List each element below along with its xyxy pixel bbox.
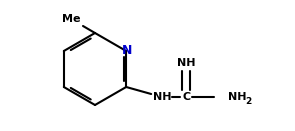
- Text: NH: NH: [228, 92, 247, 102]
- Text: NH: NH: [153, 92, 171, 102]
- Text: C: C: [182, 92, 190, 102]
- Text: 2: 2: [245, 97, 251, 105]
- Text: NH: NH: [177, 58, 195, 68]
- Text: N: N: [122, 43, 132, 56]
- Text: Me: Me: [62, 14, 80, 24]
